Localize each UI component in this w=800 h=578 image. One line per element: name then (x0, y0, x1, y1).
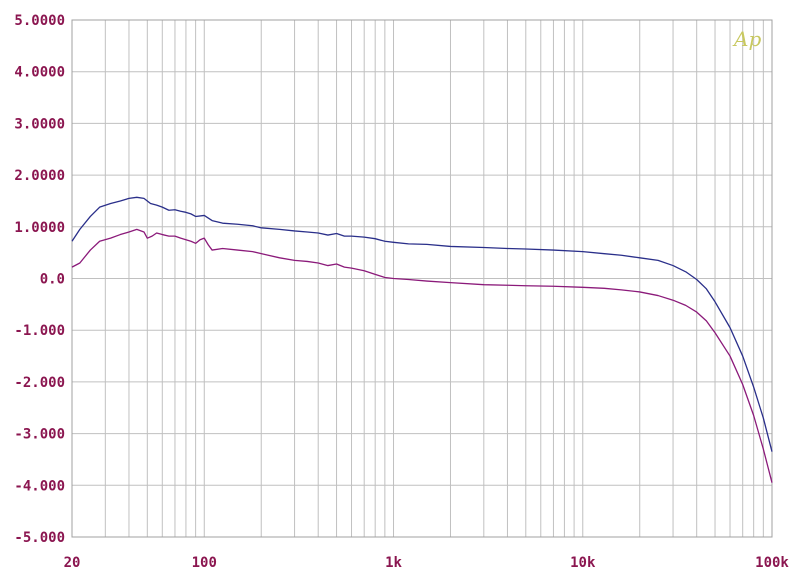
y-tick-label: -4.000 (14, 478, 65, 494)
x-tick-label: 10k (570, 555, 596, 571)
y-tick-label: 0.0 (40, 272, 65, 288)
grid (72, 20, 772, 537)
series-line-1 (71, 196, 773, 452)
x-axis-tick-labels: 20 100 1k 10k 100k (64, 555, 790, 571)
series-lines (71, 196, 773, 483)
y-tick-label: 5.0000 (14, 13, 65, 29)
ap-logo: Ap (732, 27, 761, 51)
x-tick-label: 100 (192, 555, 217, 571)
y-tick-label: -1.000 (14, 323, 65, 339)
y-axis-tick-labels: 5.0000 4.0000 3.0000 2.0000 1.0000 0.0 -1.000 -… (14, 13, 65, 546)
y-tick-label: 1.0000 (14, 220, 65, 236)
x-tick-label: 1k (385, 555, 402, 571)
x-tick-label: 100k (755, 555, 789, 571)
plot-frame (71, 19, 773, 538)
x-tick-label: 20 (64, 555, 81, 571)
y-tick-label: -3.000 (14, 427, 65, 443)
y-tick-label: 2.0000 (14, 168, 65, 184)
y-tick-label: 3.0000 (14, 116, 65, 132)
series-line-2 (71, 228, 773, 483)
y-tick-label: -5.000 (14, 530, 65, 546)
y-tick-label: -2.000 (14, 375, 65, 391)
y-tick-label: 4.0000 (14, 65, 65, 81)
